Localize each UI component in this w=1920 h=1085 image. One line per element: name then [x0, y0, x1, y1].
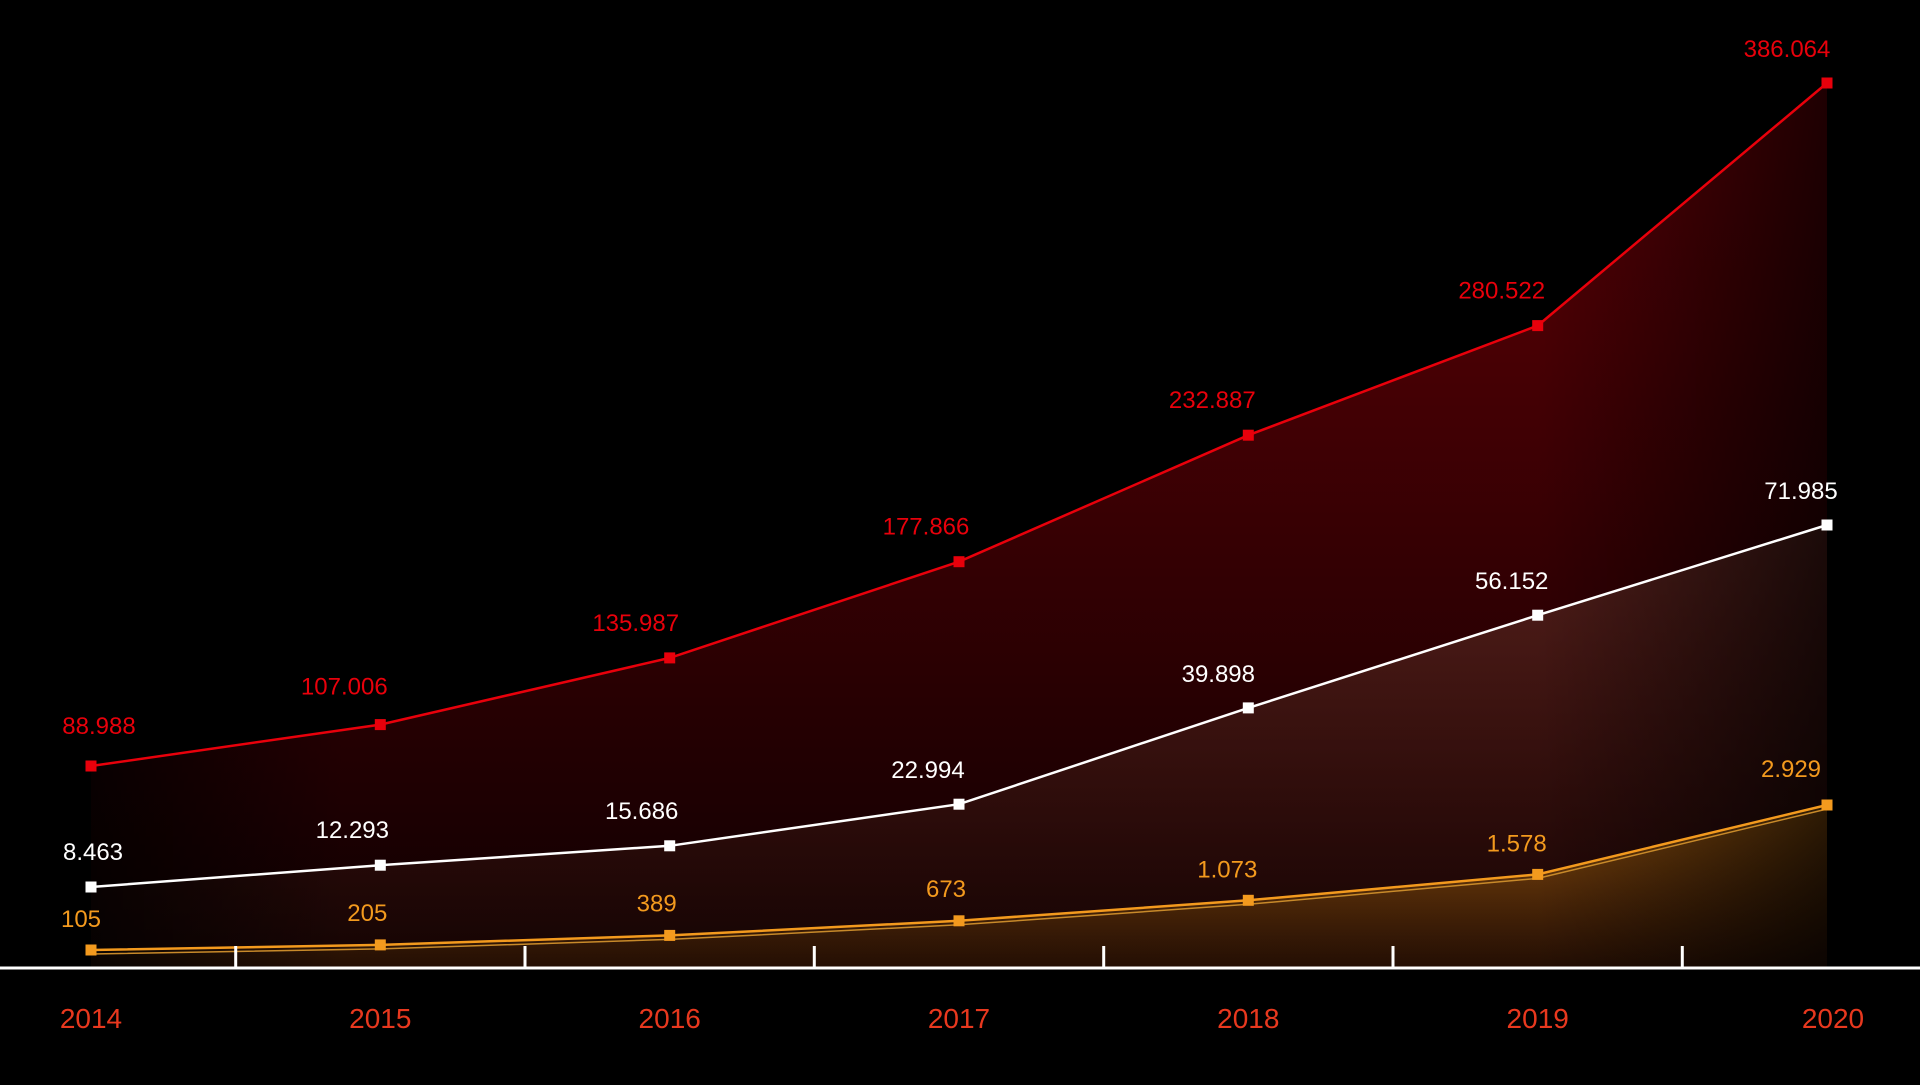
marker-orange-2018 — [1242, 894, 1254, 906]
marker-white-2016 — [664, 840, 676, 852]
x-tick-label-2015: 2015 — [349, 1003, 411, 1034]
marker-orange-2015 — [374, 939, 386, 951]
data-label-red-2019: 280.522 — [1458, 278, 1545, 305]
marker-red-2019 — [1532, 320, 1544, 332]
data-label-orange-2020: 2.929 — [1761, 756, 1821, 783]
marker-orange-2017 — [953, 915, 965, 927]
marker-red-2015 — [374, 719, 386, 731]
x-tick-label-2016: 2016 — [639, 1003, 701, 1034]
data-labels: 88.988 107.006 135.987 177.866 232.887 280.52… — [61, 36, 1838, 933]
series-markers — [85, 77, 1833, 956]
data-label-orange-2015: 205 — [347, 900, 387, 927]
data-label-orange-2014: 105 — [61, 906, 101, 933]
data-label-red-2020: 386.064 — [1744, 36, 1831, 63]
data-label-orange-2016: 389 — [637, 890, 677, 917]
x-tick-labels: 2014 2015 2016 2017 2018 2019 2020 — [60, 1003, 1864, 1034]
data-label-orange-2017: 673 — [926, 876, 966, 903]
x-tick-label-2019: 2019 — [1507, 1003, 1569, 1034]
x-tick-label-2018: 2018 — [1217, 1003, 1279, 1034]
x-tick-label-2017: 2017 — [928, 1003, 990, 1034]
marker-white-2014 — [85, 881, 97, 893]
data-label-white-2016: 15.686 — [605, 798, 678, 825]
marker-white-2018 — [1242, 702, 1254, 714]
data-label-red-2016: 135.987 — [592, 610, 679, 637]
data-label-red-2018: 232.887 — [1169, 387, 1256, 414]
data-label-orange-2018: 1.073 — [1197, 856, 1257, 883]
marker-orange-2016 — [664, 929, 676, 941]
marker-red-2017 — [953, 556, 965, 568]
data-label-white-2015: 12.293 — [316, 817, 389, 844]
marker-white-2017 — [953, 798, 965, 810]
x-tick-label-2014: 2014 — [60, 1003, 122, 1034]
marker-white-2015 — [374, 859, 386, 871]
area-fade-overlay — [0, 0, 1920, 968]
marker-red-2014 — [85, 760, 97, 772]
marker-white-2019 — [1532, 609, 1544, 621]
data-label-red-2017: 177.866 — [883, 514, 970, 541]
marker-orange-2014 — [85, 944, 97, 956]
marker-orange-2020 — [1821, 799, 1833, 811]
data-label-red-2015: 107.006 — [301, 674, 388, 701]
data-label-red-2014: 88.988 — [62, 713, 135, 740]
data-label-white-2014: 8.463 — [63, 839, 123, 866]
marker-white-2020 — [1821, 519, 1833, 531]
data-label-white-2018: 39.898 — [1182, 661, 1255, 688]
data-label-orange-2019: 1.578 — [1487, 830, 1547, 857]
data-label-white-2020: 71.985 — [1764, 478, 1837, 505]
marker-red-2016 — [664, 652, 676, 664]
marker-orange-2019 — [1532, 868, 1544, 880]
marker-red-2020 — [1821, 77, 1833, 89]
x-tick-label-2020: 2020 — [1802, 1003, 1864, 1034]
marker-red-2018 — [1242, 429, 1254, 441]
x-axis — [0, 946, 1920, 970]
data-label-white-2017: 22.994 — [891, 757, 964, 784]
data-label-white-2019: 56.152 — [1475, 568, 1548, 595]
